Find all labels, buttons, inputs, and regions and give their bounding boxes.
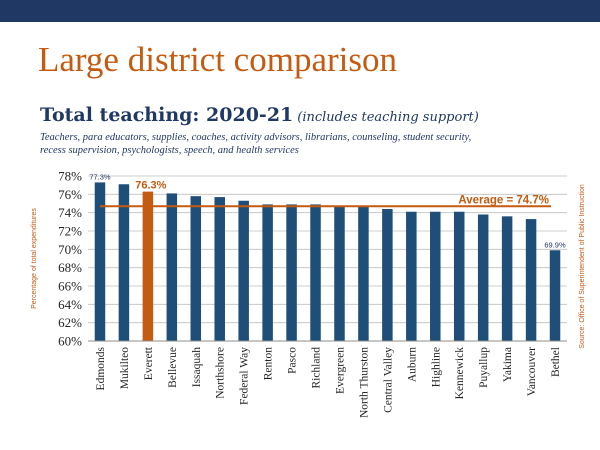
bar [118, 184, 130, 341]
bar [310, 204, 321, 341]
x-tick-label: Highline [430, 347, 442, 387]
bar [166, 193, 178, 341]
x-tick-label: Everett [143, 346, 155, 380]
bar [286, 204, 297, 341]
y-tick-label: 60% [58, 334, 82, 349]
chart-description: Teachers, para educators, supplies, coac… [40, 132, 472, 156]
y-tick-label: 64% [58, 297, 82, 312]
bar [214, 197, 225, 341]
subtitle-note: (includes teaching support) [297, 110, 479, 125]
y-tick-label: 76% [58, 187, 82, 202]
x-tick-label: Bethel [550, 347, 562, 377]
bar [262, 204, 273, 341]
average-label: Average = 74.7% [458, 194, 549, 206]
bar [358, 206, 369, 341]
x-tick-label: Edmonds [95, 346, 107, 390]
y-tick-label: 74% [58, 205, 82, 220]
y-tick-label: 66% [58, 279, 82, 294]
y-axis-title: Percentage of total expenditures [31, 208, 38, 309]
x-tick-label: Central Valley [382, 347, 394, 413]
slide-title: Large district comparison [38, 40, 397, 79]
bar [501, 216, 513, 341]
bar [406, 211, 417, 341]
x-tick-label: Evergreen [334, 347, 346, 394]
bar [94, 182, 106, 341]
bar [382, 209, 393, 341]
y-tick-label: 68% [58, 260, 82, 275]
x-tick-label: Auburn [406, 347, 418, 382]
chart-subtitle: Total teaching: 2020-21 (includes teachin… [40, 104, 479, 126]
bar [190, 196, 202, 341]
x-tick-label: Federal Way [239, 347, 251, 405]
subtitle-main: Total teaching: 2020-21 [40, 104, 294, 126]
y-tick-label: 78% [58, 169, 82, 184]
x-tick-label: Mukilteo [119, 347, 131, 389]
x-tick-label: Puyallup [478, 347, 490, 388]
data-label: 77.3% [89, 172, 111, 181]
x-tick-label: Renton [263, 347, 275, 380]
y-tick-label: 62% [58, 315, 82, 330]
bar [238, 200, 249, 341]
bar [334, 206, 345, 341]
x-tick-label: North Thurston [358, 347, 370, 418]
x-tick-label: Pasco [287, 347, 299, 374]
data-label: 76.3% [135, 180, 166, 192]
source-note: Source: Office of Superintendent of Publ… [579, 184, 586, 349]
top-band [0, 0, 600, 22]
x-tick-label: Richland [311, 347, 323, 389]
bar [430, 211, 441, 341]
x-tick-label: Vancouver [526, 347, 538, 396]
bar [549, 250, 561, 341]
data-label: 69.9% [544, 240, 566, 249]
x-tick-label: Yakima [502, 347, 514, 382]
x-tick-label: Northshore [215, 347, 227, 399]
bar [477, 214, 489, 341]
bar [525, 219, 537, 341]
x-tick-label: Bellevue [167, 347, 179, 388]
x-tick-label: Kennewick [454, 347, 466, 400]
y-tick-label: 70% [58, 242, 82, 257]
y-tick-label: 72% [58, 224, 82, 239]
x-tick-label: Issaquah [191, 347, 203, 387]
bar [453, 211, 465, 341]
bar [142, 191, 154, 341]
